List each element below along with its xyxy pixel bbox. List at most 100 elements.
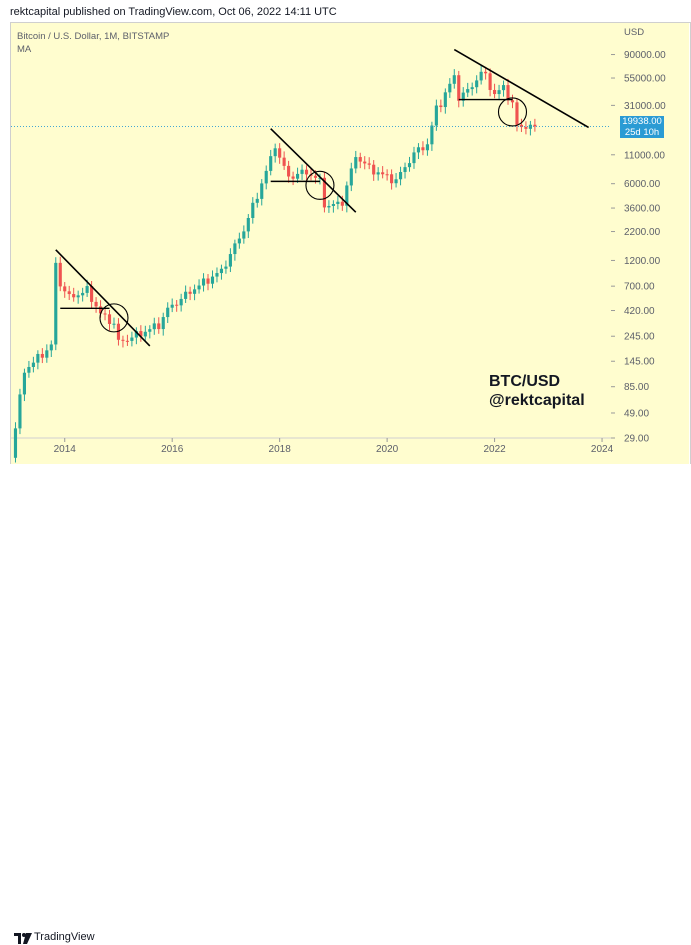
chart-legend-indicator: MA [17, 44, 32, 55]
candle-body [452, 75, 456, 84]
candle-body [434, 105, 438, 126]
price-tick-label: 55000.00 [624, 74, 666, 85]
candle-body [81, 292, 85, 296]
candle-body [300, 169, 304, 174]
candle-body [461, 92, 465, 101]
candle-body [237, 238, 241, 244]
price-tick-label: 29.00 [624, 434, 649, 445]
price-tick-label: 245.00 [624, 332, 655, 343]
candle-body [264, 170, 268, 184]
candle-body [193, 289, 197, 294]
price-tick-label: 11000.00 [624, 150, 665, 161]
candle-body [412, 152, 416, 164]
watermark-symbol: BTC/USD [489, 373, 561, 390]
candle-body [45, 350, 49, 358]
candle-body [40, 353, 44, 358]
time-tick-label: 2016 [161, 444, 184, 455]
candle-body [470, 87, 474, 90]
candle-body [152, 323, 156, 330]
annotations-group [11, 48, 611, 347]
candle-body [269, 156, 273, 171]
price-tick-label: 145.00 [624, 357, 655, 368]
price-tick-label: 49.00 [624, 408, 649, 419]
candle-body [148, 329, 152, 332]
candle-body [327, 205, 331, 208]
candle-body [134, 331, 138, 338]
candle-body [457, 75, 461, 101]
price-tick-label: 700.00 [624, 282, 655, 293]
candle-body [206, 278, 210, 284]
candle-body [94, 301, 98, 307]
price-tick-label: 90000.00 [624, 50, 666, 61]
candle-body [85, 286, 89, 293]
candle-body [287, 165, 291, 177]
candles-group [13, 65, 537, 463]
candle-body [390, 174, 394, 184]
price-tick-label: 1200.00 [624, 256, 661, 267]
candle-body [157, 323, 161, 330]
candle-body [13, 428, 18, 458]
candle-body [130, 337, 134, 341]
candle-body [18, 394, 22, 429]
candle-body [345, 185, 349, 206]
candle-body [161, 317, 165, 330]
candle-body [219, 268, 224, 274]
candle-body [27, 366, 31, 373]
publish-info: rektcapital published on TradingView.com… [10, 6, 337, 18]
candle-body [448, 83, 452, 93]
candle-body [497, 90, 501, 95]
candle-body [246, 217, 250, 232]
candle-body [233, 243, 237, 255]
watermark-author: @rektcapital [489, 392, 585, 409]
highlight-circle [305, 170, 335, 200]
candle-body [291, 176, 295, 179]
candle-body [251, 202, 255, 218]
candle-body [98, 306, 103, 314]
candle-body [215, 273, 219, 277]
candle-body [322, 177, 326, 208]
candle-body [336, 201, 340, 204]
tradingview-brand[interactable]: TradingView [34, 931, 95, 943]
candle-body [107, 314, 112, 324]
candle-body [139, 331, 143, 337]
candle-body [443, 92, 447, 108]
candle-body [49, 344, 53, 351]
candle-body [479, 71, 483, 81]
candle-body [354, 157, 358, 169]
candle-body [175, 304, 179, 306]
candle-body [331, 203, 335, 206]
candle-body [58, 262, 62, 287]
candle-body [188, 291, 192, 294]
candle-body [466, 89, 470, 93]
last-price-badge: 19938.00 25d 10h [620, 116, 664, 138]
time-axis: 2014 2016 2018 2020 2022 2024 [54, 438, 614, 455]
price-axis-currency: USD [624, 27, 645, 38]
candle-body [260, 183, 264, 199]
candle-body [493, 89, 497, 95]
candle-body [197, 285, 201, 290]
trendline [270, 128, 357, 213]
highlight-circle [497, 97, 528, 127]
publish-header: rektcapital published on TradingView.com… [0, 0, 691, 24]
price-axis: 90000.00 55000.00 31000.00 11000.00 6000.00 3… [611, 50, 666, 445]
candle-body [116, 323, 121, 340]
time-tick-label: 2018 [269, 444, 292, 455]
candle-body [484, 71, 488, 74]
highlight-circle [99, 303, 129, 333]
candle-body [524, 127, 528, 129]
time-tick-label: 2014 [54, 444, 77, 455]
candle-body [228, 254, 232, 267]
candle-body [22, 372, 26, 395]
candle-body [90, 286, 94, 302]
candle-body [242, 231, 246, 239]
candle-body [278, 148, 282, 158]
candle-body [170, 304, 174, 308]
candle-body [425, 144, 429, 151]
price-axis-background [611, 23, 689, 438]
candle-body [533, 124, 537, 127]
price-tick-label: 31000.00 [624, 101, 666, 112]
candle-body [224, 266, 228, 269]
price-chart[interactable]: 90000.00 55000.00 31000.00 11000.00 6000.00 3… [10, 22, 691, 466]
candle-body [475, 80, 479, 88]
price-tick-label: 2200.00 [624, 227, 661, 238]
